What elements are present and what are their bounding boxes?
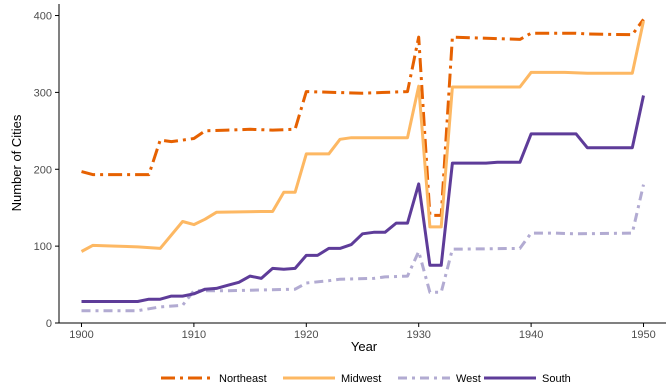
- legend-label-northeast: Northeast: [219, 373, 267, 385]
- legend: Northeast Midwest West South: [161, 373, 571, 385]
- y-tick-label: 100: [34, 241, 52, 253]
- x-axis-title: Year: [351, 339, 378, 354]
- legend-label-south: South: [542, 373, 571, 385]
- series-line-midwest: [80, 20, 645, 253]
- series-lines: [80, 18, 645, 313]
- legend-label-midwest: Midwest: [341, 373, 381, 385]
- series-line-northeast: [81, 18, 645, 217]
- legend-label-west: West: [456, 373, 481, 385]
- x-tick-label: 1920: [294, 329, 318, 341]
- x-tick-label: 1930: [406, 329, 430, 341]
- y-tick-label: 0: [46, 318, 52, 330]
- y-tick-label: 300: [34, 87, 52, 99]
- y-axis-title: Number of Cities: [9, 114, 24, 211]
- y-tick-label: 400: [34, 11, 52, 23]
- x-tick-label: 1910: [182, 329, 206, 341]
- x-tick-label: 1940: [519, 329, 543, 341]
- y-tick-label: 200: [34, 164, 52, 176]
- series-line-south: [81, 95, 645, 303]
- x-tick-label: 1950: [631, 329, 655, 341]
- ticks: 0 100 200 300 400 1900 1910 1920 1930 1940 1950: [34, 11, 656, 341]
- series-line-west: [81, 184, 645, 313]
- x-tick-label: 1900: [69, 329, 93, 341]
- axes: [58, 4, 666, 324]
